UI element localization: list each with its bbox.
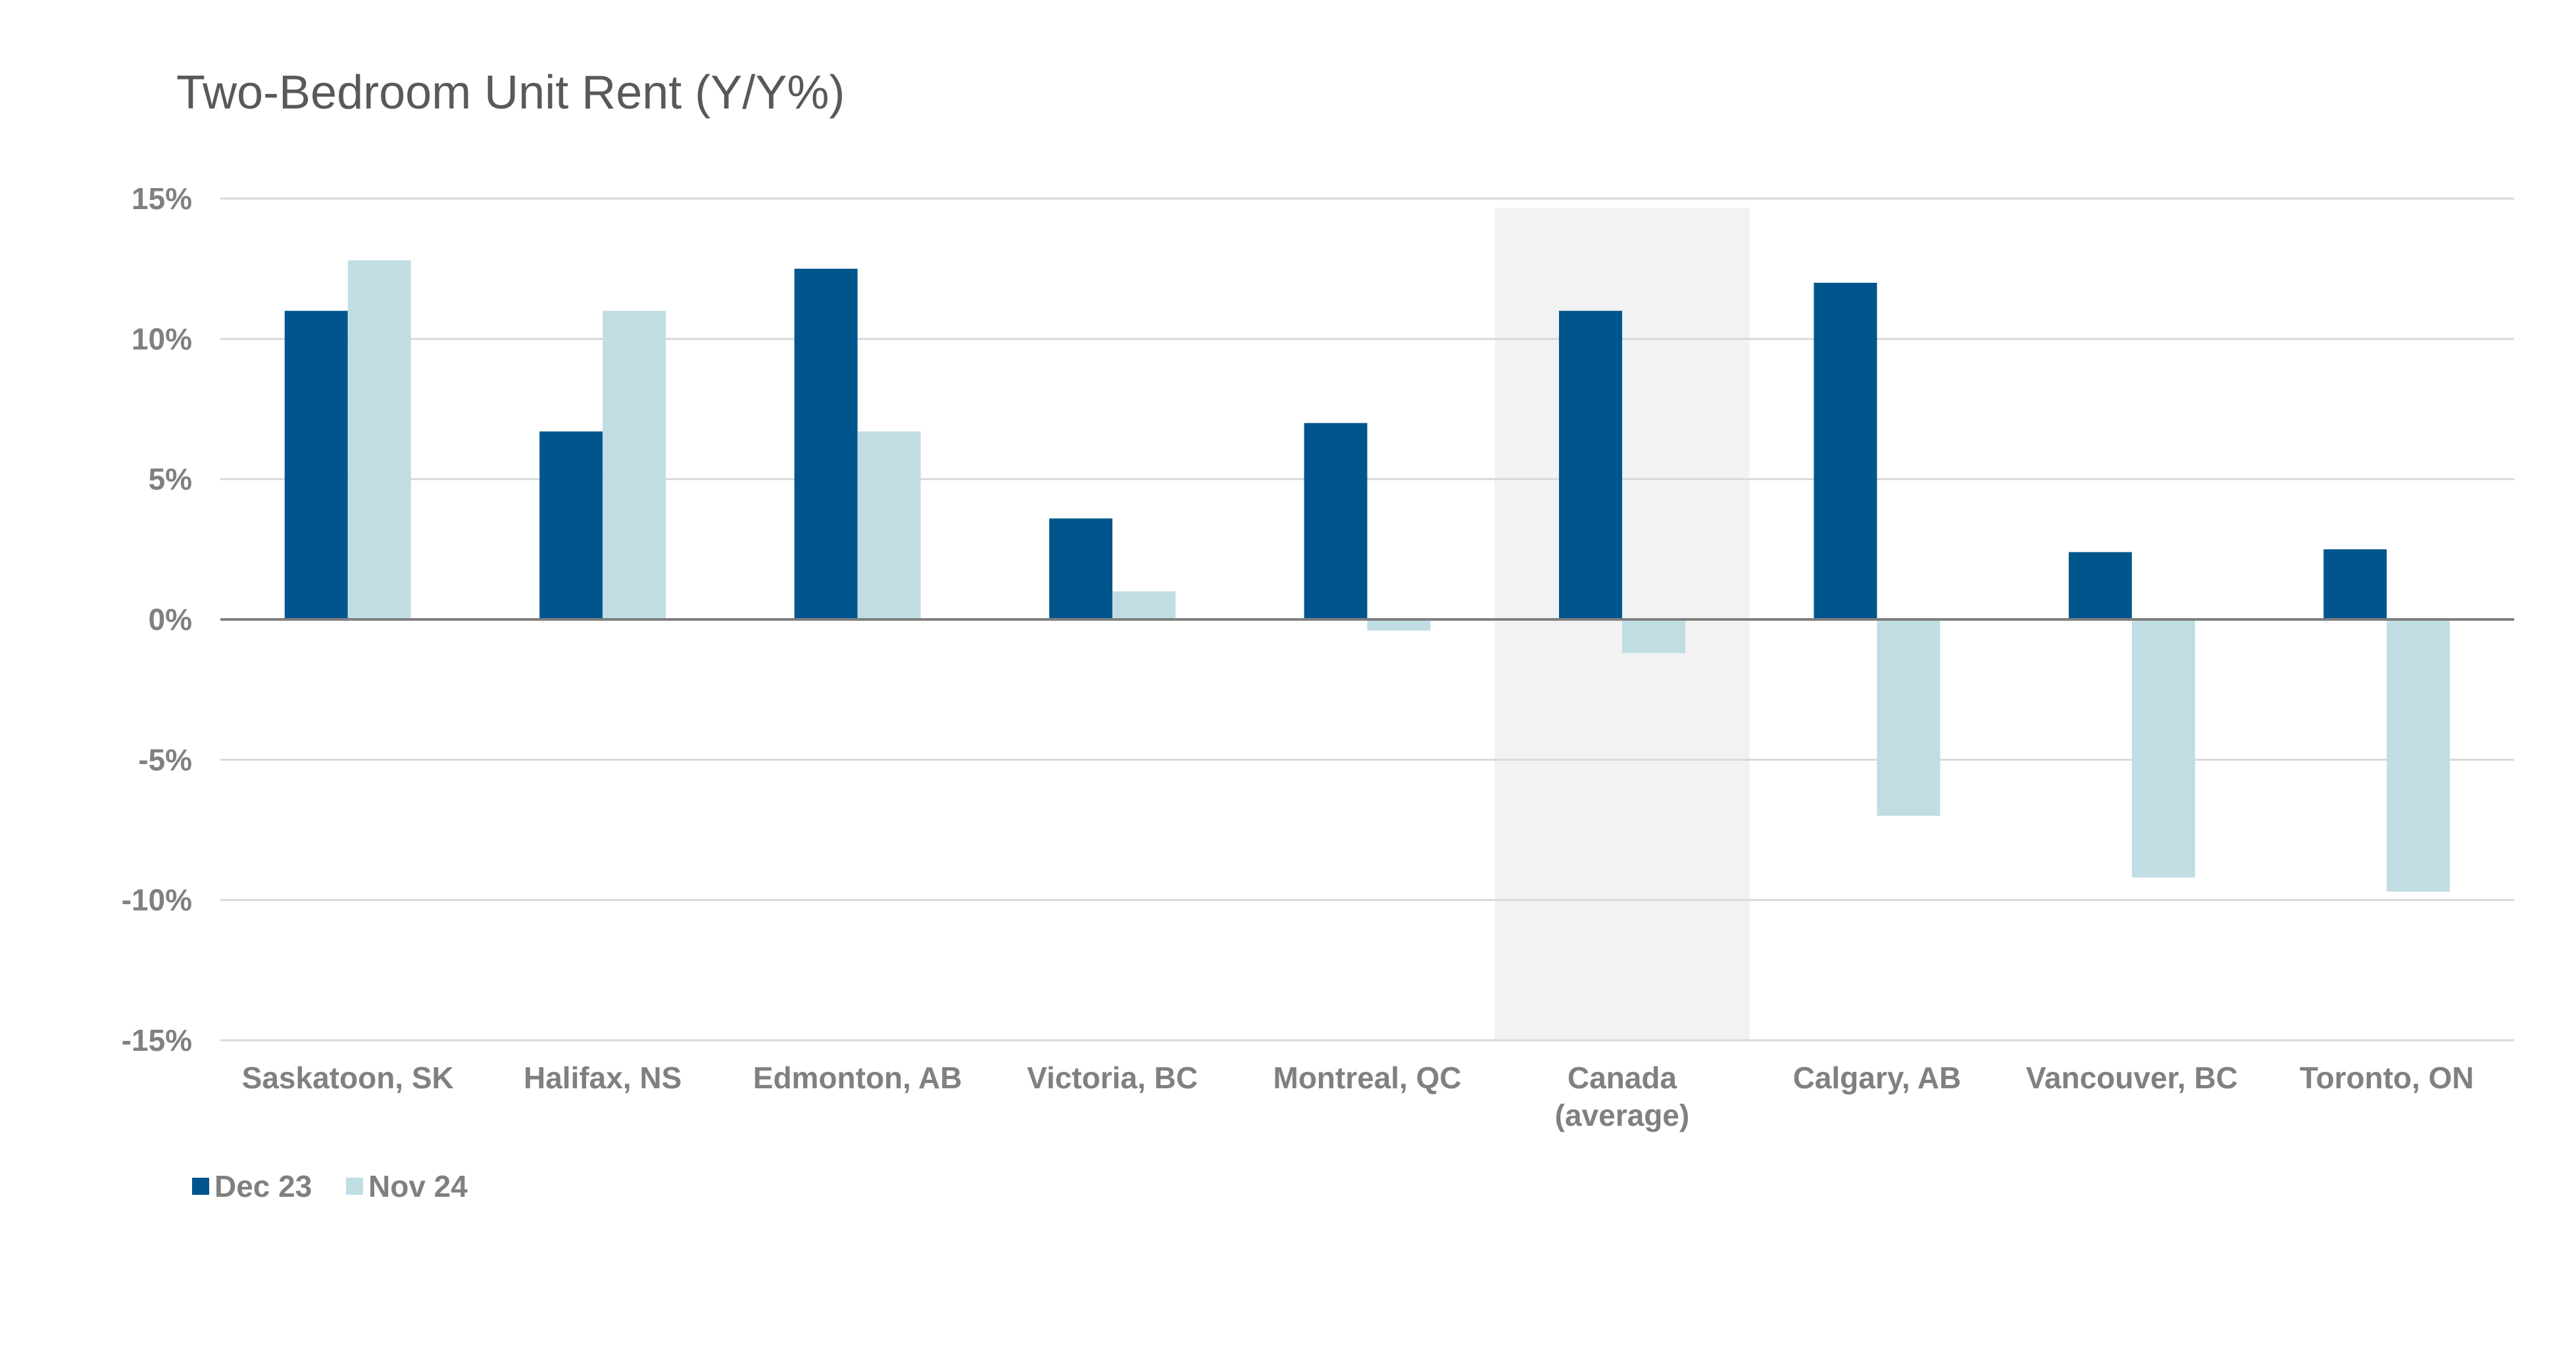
category-label: Toronto, ON — [2300, 1061, 2474, 1095]
bar-dec-23 — [284, 310, 348, 619]
category-label: Edmonton, AB — [753, 1061, 962, 1095]
category-label: Victoria, BC — [1027, 1061, 1198, 1095]
y-tick-label: 10% — [132, 322, 192, 356]
bar-dec-23 — [1558, 310, 1622, 619]
y-tick-label: -10% — [122, 883, 192, 917]
bar-dec-23 — [1814, 283, 1877, 619]
category-label: Saskatoon, SK — [242, 1061, 454, 1095]
chart-title: Two-Bedroom Unit Rent (Y/Y%) — [176, 66, 845, 119]
y-axis-tick-labels: 15% 10% 5% 0% -5% -10% -15% — [122, 181, 192, 1057]
y-tick-label: 15% — [132, 181, 192, 216]
bar-nov-24 — [1877, 619, 1941, 816]
category-label: (average) — [1555, 1098, 1690, 1132]
legend-swatch-dec-23 — [192, 1178, 209, 1195]
bar-nov-24 — [603, 310, 666, 619]
y-tick-label: -15% — [122, 1023, 192, 1057]
legend-label-nov-24: Nov 24 — [368, 1169, 468, 1203]
bar-nov-24 — [2387, 619, 2450, 892]
bar-nov-24 — [1367, 619, 1431, 631]
bar-nov-24 — [347, 260, 411, 619]
bars — [284, 260, 2450, 892]
bar-dec-23 — [794, 268, 858, 620]
bar-nov-24 — [857, 431, 921, 619]
category-label: Halifax, NS — [524, 1061, 681, 1095]
category-label: Vancouver, BC — [2026, 1061, 2238, 1095]
bar-dec-23 — [2068, 552, 2132, 619]
legend-swatch-nov-24 — [346, 1178, 363, 1195]
y-tick-label: 0% — [149, 602, 192, 637]
x-axis-category-labels: Saskatoon, SK Halifax, NS Edmonton, AB Vict… — [242, 1061, 2474, 1132]
bar-dec-23 — [539, 431, 603, 619]
y-tick-label: -5% — [138, 742, 192, 777]
category-label: Canada — [1568, 1061, 1677, 1095]
bar-nov-24 — [2131, 619, 2195, 878]
bar-dec-23 — [2323, 549, 2387, 619]
bar-nov-24 — [1622, 619, 1685, 654]
legend: Dec 23 Nov 24 — [192, 1169, 468, 1203]
legend-label-dec-23: Dec 23 — [214, 1169, 312, 1203]
y-tick-label: 5% — [149, 462, 192, 496]
category-label: Montreal, QC — [1273, 1061, 1461, 1095]
bar-dec-23 — [1304, 423, 1368, 619]
bar-nov-24 — [1112, 591, 1176, 619]
category-label: Calgary, AB — [1793, 1061, 1962, 1095]
bar-dec-23 — [1049, 518, 1113, 619]
